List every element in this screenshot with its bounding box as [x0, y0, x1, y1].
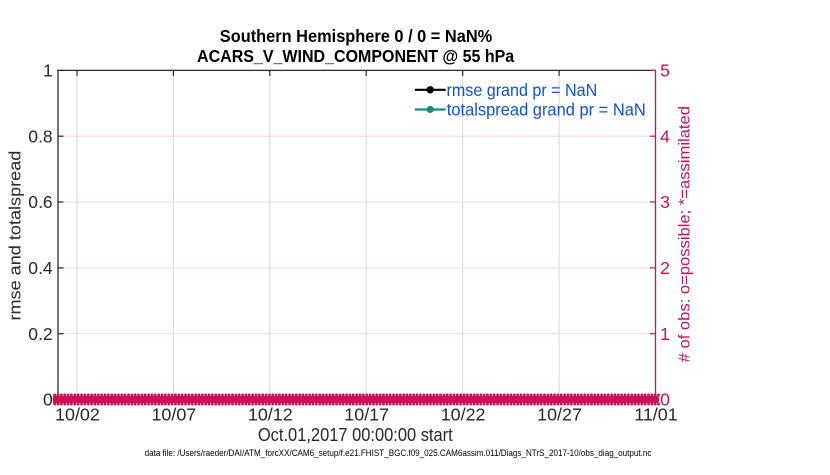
- svg-text:11/01: 11/01: [634, 405, 677, 425]
- svg-text:0.8: 0.8: [28, 126, 53, 146]
- svg-text:Southern Hemisphere 0 / 0 = Na: Southern Hemisphere 0 / 0 = NaN%: [220, 26, 492, 46]
- svg-text:10/02: 10/02: [55, 405, 100, 425]
- svg-text:1: 1: [43, 60, 53, 80]
- svg-text:# of obs: o=possible; *=assimi: # of obs: o=possible; *=assimilated: [677, 106, 693, 362]
- svg-text:4: 4: [660, 126, 670, 146]
- svg-text:0.6: 0.6: [28, 192, 53, 212]
- svg-text:3: 3: [660, 192, 670, 212]
- svg-text:totalspread grand pr = NaN: totalspread grand pr = NaN: [447, 99, 646, 120]
- svg-text:data file: /Users/raeder/DAI/A: data file: /Users/raeder/DAI/ATM_forcXX/…: [145, 448, 652, 458]
- svg-text:0.2: 0.2: [28, 324, 52, 344]
- svg-text:rmse grand pr = NaN: rmse grand pr = NaN: [447, 80, 598, 100]
- svg-text:5: 5: [660, 60, 670, 80]
- svg-text:2: 2: [660, 258, 670, 278]
- svg-text:0: 0: [660, 389, 670, 409]
- svg-text:10/17: 10/17: [344, 405, 389, 425]
- svg-text:ACARS_V_WIND_COMPONENT @ 55 hP: ACARS_V_WIND_COMPONENT @ 55 hPa: [197, 46, 515, 66]
- svg-text:Oct.01,2017 00:00:00 start: Oct.01,2017 00:00:00 start: [258, 424, 453, 445]
- svg-text:10/22: 10/22: [441, 405, 486, 425]
- svg-text:1: 1: [660, 324, 670, 344]
- svg-text:rmse and totalspread: rmse and totalspread: [5, 151, 24, 321]
- svg-text:0: 0: [43, 389, 53, 409]
- svg-text:10/12: 10/12: [248, 405, 293, 425]
- svg-text:0.4: 0.4: [28, 258, 53, 278]
- svg-text:10/27: 10/27: [537, 405, 582, 425]
- svg-text:10/07: 10/07: [151, 405, 196, 425]
